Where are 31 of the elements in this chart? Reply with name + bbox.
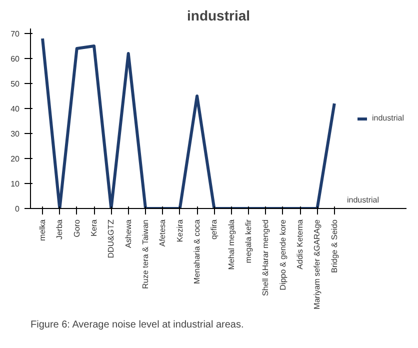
y-tick-label: 30 <box>10 130 20 138</box>
x-tick-label: Afetesa <box>158 218 168 247</box>
y-tick-label: 70 <box>10 30 20 38</box>
x-tick-label: qefira <box>210 218 219 240</box>
x-tick-label: Kera <box>90 218 99 236</box>
y-tick-label: 60 <box>10 54 20 64</box>
x-tick-label: Kezira <box>175 218 184 242</box>
x-tick-label: Goro <box>72 218 82 238</box>
x-tick-label: Jerba <box>55 218 64 240</box>
x-tick-label: Mehal megala <box>226 218 236 270</box>
y-tick-label: 40 <box>10 104 20 114</box>
line-series <box>41 37 336 208</box>
chart-title: industrial <box>186 8 250 24</box>
legend-label: industrial <box>372 114 404 122</box>
y-tick-label: 50 <box>10 80 20 88</box>
text: industrial <box>346 196 380 204</box>
x-tick-label: DDU&GTZ <box>106 219 116 258</box>
y-tick-label: 10 <box>10 180 20 188</box>
x-tick-label: Menaharia & coca <box>192 218 202 284</box>
x-tick-label: Addis Ketema <box>296 218 305 270</box>
x-tick-label: Ashewa <box>124 218 133 248</box>
x-tick-label: Dippo & gende kore <box>278 218 288 290</box>
y-tick-label: 0 <box>15 204 20 214</box>
x-tick-label: melka <box>38 218 48 241</box>
x-tick-label: megala kefir <box>244 219 254 264</box>
x-tick-label: Bridge & Seido <box>330 218 339 273</box>
x-tick-label: Mariyam sefer &GARAge <box>312 218 322 310</box>
x-tick-label: Ruze tera & Taiwan <box>141 220 150 289</box>
x-tick-label: Shell &Harar menged <box>261 220 270 296</box>
caption: Figure 6: Average noise level at industrial areas. <box>30 320 244 330</box>
y-tick-label: 20 <box>10 154 20 164</box>
